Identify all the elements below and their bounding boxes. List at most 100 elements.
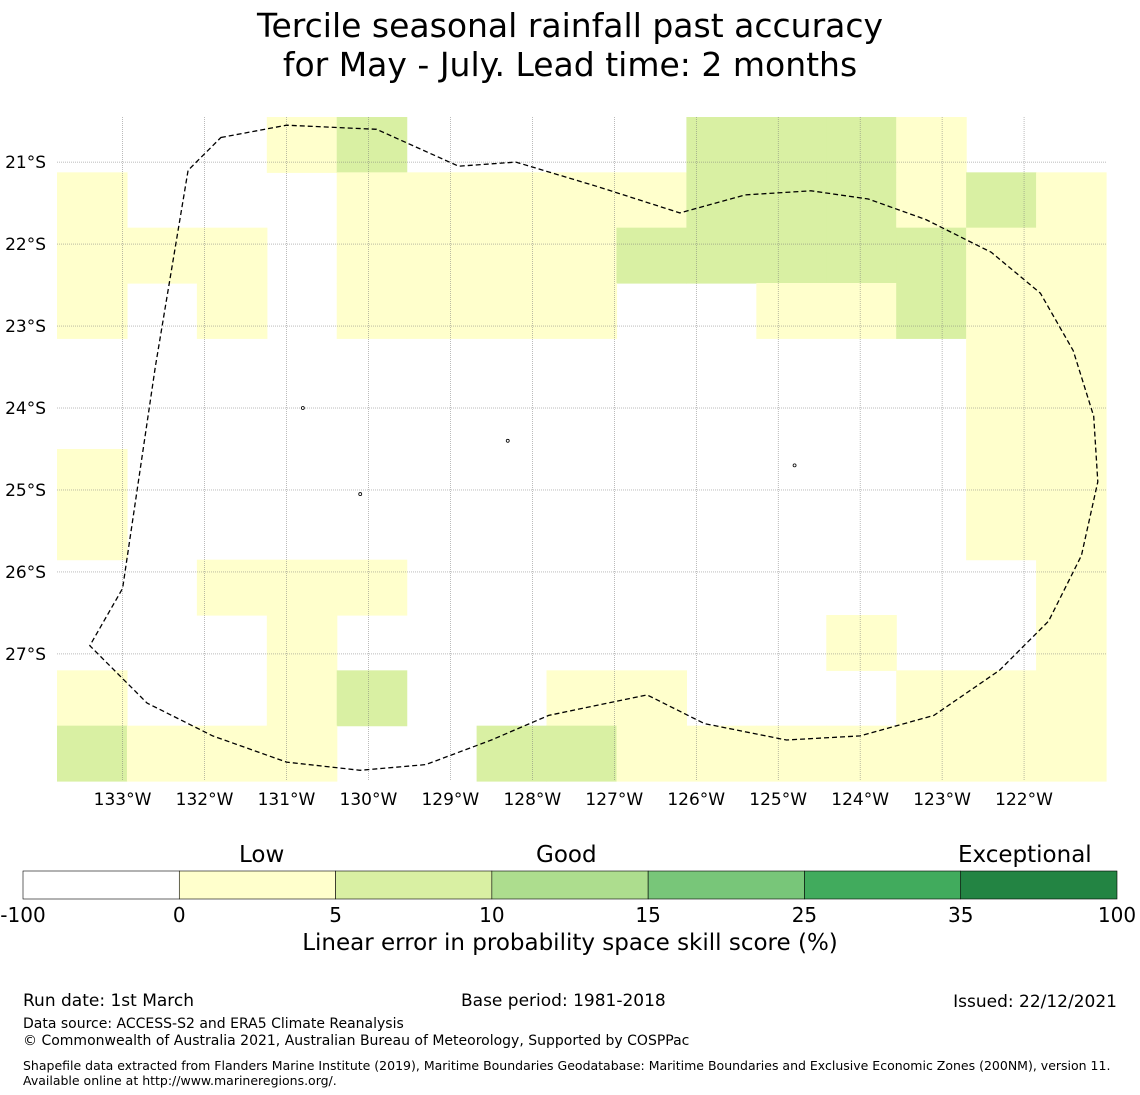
island-mark (505, 438, 510, 443)
skill-cell (1036, 283, 1107, 339)
skill-cell (196, 725, 268, 782)
colorbar-ticks: -100 0 5 10 15 25 35 100 (0, 903, 1136, 926)
skill-cell (1036, 227, 1107, 284)
latitude-label: 21°S (5, 153, 46, 173)
shapefile-credit: Shapefile data extracted from Flanders M… (23, 1058, 1111, 1088)
skill-cell (966, 227, 1037, 284)
latitude-label: 25°S (5, 481, 46, 501)
skill-cell (196, 227, 268, 284)
skill-cell (266, 670, 338, 727)
skill-cell (896, 725, 967, 782)
skill-cell (196, 283, 268, 339)
skill-cell (476, 283, 548, 339)
eez-boundary (88, 124, 1099, 771)
skill-cell (476, 227, 548, 284)
latitude-label: 26°S (5, 563, 46, 583)
skill-cell (896, 283, 967, 339)
longitude-labels: 133°W 132°W 131°W 130°W 129°W 128°W 127°W 126°W… (94, 790, 1053, 810)
title-line-1: Tercile seasonal rainfall past accuracy (256, 6, 884, 45)
skill-cell (616, 670, 687, 727)
skill-cell (1036, 670, 1107, 727)
skill-cell (966, 725, 1037, 782)
skill-cell (336, 559, 408, 616)
skill-cell (57, 283, 128, 339)
skill-cell (966, 670, 1037, 727)
longitude-label: 124°W (831, 790, 889, 810)
skill-cell (126, 227, 198, 284)
skill-cell (336, 670, 408, 727)
copyright: © Commonwealth of Australia 2021, Austra… (23, 1033, 690, 1049)
colorbar-tick-label: -100 (0, 903, 45, 926)
base-period: Base period: 1981-2018 (461, 991, 666, 1011)
skill-cell (966, 393, 1037, 450)
longitude-label: 125°W (749, 790, 807, 810)
skill-cell (546, 283, 618, 339)
longitude-label: 130°W (340, 790, 398, 810)
longitude-label: 132°W (176, 790, 234, 810)
map-title: Tercile seasonal rainfall past accuracy … (0, 6, 1140, 84)
skill-map: 133°W 132°W 131°W 130°W 129°W 128°W 127°W 126°W… (5, 117, 1107, 810)
latitude-label: 27°S (5, 645, 46, 665)
colorbar-tick-label: 15 (635, 903, 660, 926)
island-mark (358, 492, 363, 496)
skill-cell (966, 172, 1037, 229)
skill-cell (336, 117, 408, 173)
colorbar-tick-label: 25 (792, 903, 817, 926)
skill-cell (756, 725, 827, 782)
skill-cell (57, 172, 128, 229)
skill-cell (546, 172, 618, 229)
skill-cell (896, 227, 967, 284)
skill-cell (266, 725, 338, 782)
latitude-label: 22°S (5, 235, 46, 255)
skill-cell (406, 172, 478, 229)
title-line-2: for May - July. Lead time: 2 months (282, 45, 858, 84)
skill-cell (896, 117, 967, 173)
skill-cell (406, 227, 478, 284)
skill-cell (756, 117, 827, 173)
skill-cell (336, 283, 408, 339)
skill-cell (476, 172, 548, 229)
latitude-label: 23°S (5, 317, 46, 337)
colorbar-segment (335, 870, 493, 900)
issued-date: Issued: 22/12/2021 (953, 992, 1117, 1012)
skill-cell (546, 670, 618, 727)
skill-cell (826, 283, 897, 339)
skill-cell (826, 615, 897, 671)
skill-cell (826, 117, 897, 173)
colorbar-segment (960, 870, 1118, 900)
run-date: Run date: 1st March (23, 991, 195, 1011)
skill-cell (406, 283, 478, 339)
skill-cell (616, 227, 687, 284)
colorbar: -100 0 5 10 15 25 35 100 (0, 870, 1136, 926)
skill-cell (686, 172, 757, 229)
skill-cell (57, 227, 128, 284)
colorbar-segments (22, 870, 1118, 900)
longitude-label: 131°W (258, 790, 316, 810)
colorbar-segment (647, 870, 805, 900)
skill-cell (686, 725, 757, 782)
colorbar-segment (22, 870, 180, 900)
colorbar-exceptional-label: Exceptional (958, 842, 1092, 868)
skill-cell (1036, 559, 1107, 616)
skill-cell (616, 725, 687, 782)
skill-cell (1036, 504, 1107, 561)
skill-cell (57, 725, 128, 782)
skill-cell (476, 725, 548, 782)
skill-cell (686, 117, 757, 173)
skill-grid (57, 117, 1107, 782)
skill-cell (686, 227, 757, 284)
skill-cell (756, 172, 827, 229)
skill-cell (896, 172, 967, 229)
longitude-label: 122°W (995, 790, 1053, 810)
colorbar-tick-label: 100 (1098, 903, 1136, 926)
skill-cell (1036, 338, 1107, 395)
data-source: Data source: ACCESS-S2 and ERA5 Climate … (23, 1016, 404, 1032)
skill-cell (966, 504, 1037, 561)
skill-cell (966, 283, 1037, 339)
skill-cell (826, 227, 897, 284)
colorbar-segment (491, 870, 649, 900)
colorbar-title: Linear error in probability space skill … (302, 930, 838, 956)
skill-cell (57, 670, 128, 727)
skill-cell (966, 449, 1037, 505)
skill-cell (336, 227, 408, 284)
